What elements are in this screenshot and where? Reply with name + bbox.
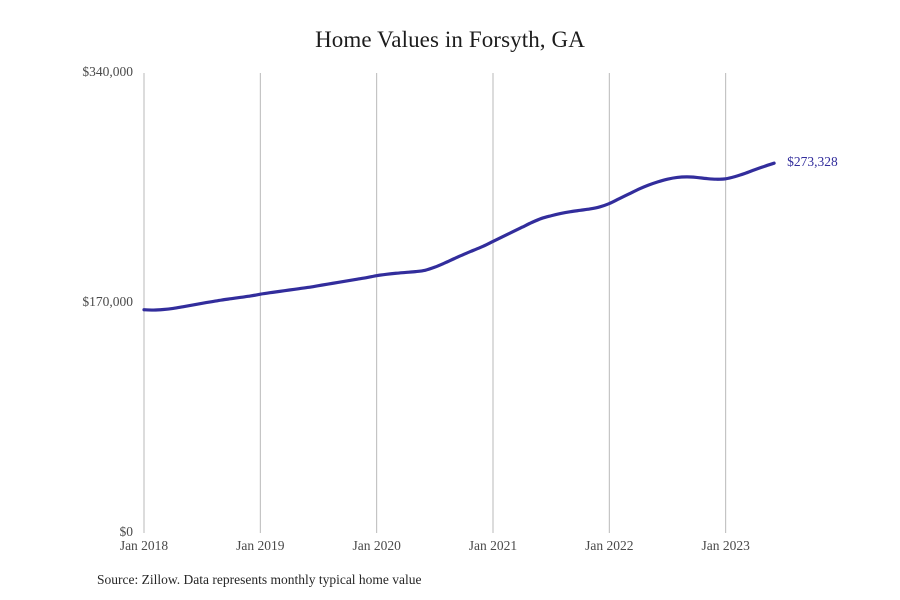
home-value-series-line bbox=[142, 161, 776, 312]
x-axis-tick-label: Jan 2018 bbox=[119, 538, 169, 553]
x-axis-tick-label: Jan 2023 bbox=[701, 538, 750, 553]
x-axis-tick-label: Jan 2021 bbox=[468, 538, 518, 553]
gridlines-group bbox=[143, 73, 727, 533]
x-axis-tick-label: Jan 2019 bbox=[236, 538, 285, 553]
end-value-label: $273,328 bbox=[787, 154, 838, 170]
source-note: Source: Zillow. Data represents monthly … bbox=[97, 572, 422, 587]
y-axis-tick-label: $340,000 bbox=[82, 64, 133, 79]
chart-title: Home Values in Forsyth, GA bbox=[315, 27, 585, 52]
y-axis-tick-label: $0 bbox=[119, 524, 134, 539]
y-axis-tick-label: $170,000 bbox=[82, 294, 133, 309]
x-axis-tick-label: Jan 2020 bbox=[352, 538, 401, 553]
x-axis-tick-label: Jan 2022 bbox=[585, 538, 634, 553]
